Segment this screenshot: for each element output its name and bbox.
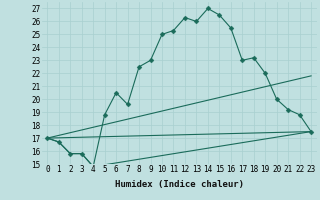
X-axis label: Humidex (Indice chaleur): Humidex (Indice chaleur) — [115, 180, 244, 189]
